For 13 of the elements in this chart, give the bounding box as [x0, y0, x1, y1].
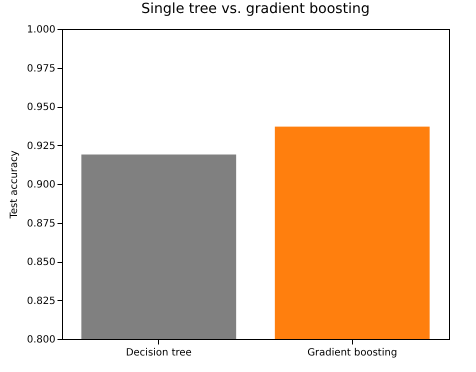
y-tick-label: 0.925 [26, 140, 56, 152]
chart-title: Single tree vs. gradient boosting [141, 1, 370, 17]
y-tick-label: 0.875 [26, 218, 56, 230]
y-tick-label: 1.000 [26, 24, 56, 36]
y-tick-label: 0.975 [26, 63, 56, 74]
y-axis-title: Test accuracy [8, 150, 20, 220]
y-tick-label: 0.900 [26, 180, 56, 190]
y-tick-label: 0.850 [26, 257, 56, 268]
y-tick-label: 0.800 [26, 334, 56, 346]
x-tick-label: Decision tree [126, 348, 192, 358]
y-tick-label: 0.825 [26, 296, 56, 307]
y-tick-label: 0.950 [26, 102, 56, 113]
x-tick-label: Gradient boosting [307, 348, 398, 358]
